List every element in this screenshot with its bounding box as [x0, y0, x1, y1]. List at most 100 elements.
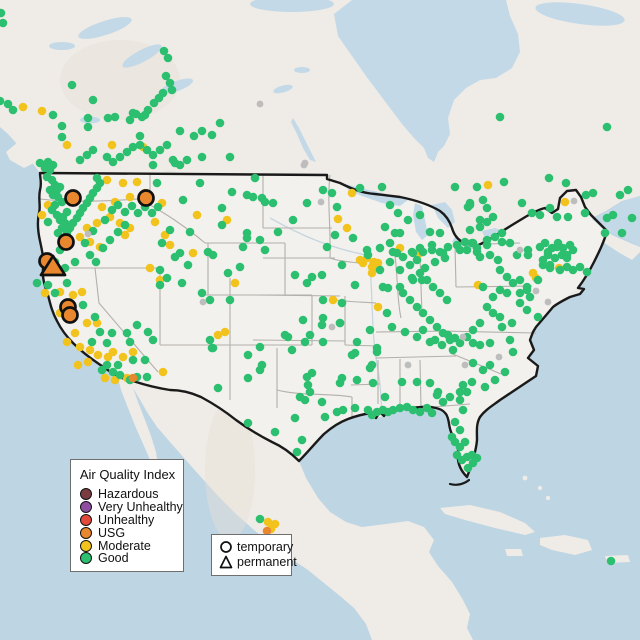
- monitor-dot-good[interactable]: [102, 338, 112, 348]
- monitor-dot-good[interactable]: [70, 257, 80, 267]
- monitor-dot-good[interactable]: [463, 463, 473, 473]
- monitor-dot-good[interactable]: [538, 260, 548, 270]
- monitor-dot-good[interactable]: [502, 272, 512, 282]
- monitor-dot-good[interactable]: [515, 298, 525, 308]
- monitor-dot-good[interactable]: [318, 185, 328, 195]
- monitor-dot-good[interactable]: [455, 425, 465, 435]
- monitor-dot-good[interactable]: [170, 252, 180, 262]
- monitor-dot-good[interactable]: [507, 318, 517, 328]
- monitor-dot-good[interactable]: [159, 46, 169, 56]
- monitor-dot-inactive[interactable]: [532, 287, 540, 295]
- monitor-dot-good[interactable]: [367, 360, 377, 370]
- monitor-dot-moderate[interactable]: [213, 330, 223, 340]
- monitor-dot-good[interactable]: [88, 145, 98, 155]
- monitor-dot-good[interactable]: [380, 392, 390, 402]
- monitor-dot-good[interactable]: [395, 265, 405, 275]
- monitor-dot-good[interactable]: [490, 232, 500, 242]
- monitor-dot-good[interactable]: [318, 313, 328, 323]
- monitor-dot-good[interactable]: [303, 380, 313, 390]
- monitor-dot-good[interactable]: [383, 283, 393, 293]
- monitor-dot-good[interactable]: [140, 110, 150, 120]
- monitor-dot-good[interactable]: [350, 280, 360, 290]
- monitor-dot-good[interactable]: [43, 217, 53, 227]
- monitor-dot-moderate[interactable]: [83, 357, 93, 367]
- monitor-dot-good[interactable]: [468, 338, 478, 348]
- monitor-dot-good[interactable]: [482, 240, 492, 250]
- monitor-dot-good[interactable]: [580, 208, 590, 218]
- monitor-dot-good[interactable]: [475, 222, 485, 232]
- monitor-dot-good[interactable]: [250, 173, 260, 183]
- monitor-dot-good[interactable]: [302, 278, 312, 288]
- monitor-dot-good[interactable]: [322, 242, 332, 252]
- monitor-dot-good[interactable]: [243, 418, 253, 428]
- monitor-dot-moderate[interactable]: [82, 318, 92, 328]
- monitor-dot-good[interactable]: [305, 387, 315, 397]
- monitor-dot-good[interactable]: [280, 330, 290, 340]
- monitor-dot-good[interactable]: [298, 315, 308, 325]
- monitor-dot-moderate[interactable]: [97, 202, 107, 212]
- monitor-dot-good[interactable]: [223, 268, 233, 278]
- monitor-dot-inactive[interactable]: [256, 100, 264, 108]
- monitor-dot-good[interactable]: [475, 340, 485, 350]
- monitor-dot-good[interactable]: [455, 387, 465, 397]
- monitor-dot-good[interactable]: [563, 212, 573, 222]
- monitor-dot-good[interactable]: [475, 215, 485, 225]
- monitor-dot-good[interactable]: [588, 188, 598, 198]
- monitor-dot-good[interactable]: [468, 325, 478, 335]
- monitor-dot-good[interactable]: [162, 273, 172, 283]
- monitor-dot-moderate[interactable]: [118, 178, 128, 188]
- monitor-dot-moderate[interactable]: [263, 517, 273, 527]
- monitor-dot-good[interactable]: [302, 198, 312, 208]
- monitor-dot-good[interactable]: [78, 300, 88, 310]
- monitor-dot-good[interactable]: [287, 345, 297, 355]
- monitor-dot-good[interactable]: [385, 257, 395, 267]
- monitor-dot-good[interactable]: [197, 126, 207, 136]
- monitor-dot-good[interactable]: [460, 437, 470, 447]
- monitor-dot-moderate[interactable]: [85, 345, 95, 355]
- monitor-dot-good[interactable]: [562, 253, 572, 263]
- monitor-dot-good[interactable]: [260, 197, 270, 207]
- monitor-dot-good[interactable]: [80, 238, 90, 248]
- monitor-dot-moderate[interactable]: [372, 258, 382, 268]
- monitor-dot-good[interactable]: [182, 155, 192, 165]
- monitor-dot-good[interactable]: [125, 337, 135, 347]
- monitor-dot-good[interactable]: [115, 370, 125, 380]
- monitor-dot-inactive[interactable]: [495, 353, 503, 361]
- monitor-dot-good[interactable]: [415, 210, 425, 220]
- monitor-dot-good[interactable]: [260, 245, 270, 255]
- monitor-dot-good[interactable]: [450, 417, 460, 427]
- monitor-dot-good[interactable]: [161, 71, 171, 81]
- monitor-dot-good[interactable]: [432, 322, 442, 332]
- monitor-dot-good[interactable]: [462, 387, 472, 397]
- monitor-dot-good[interactable]: [405, 260, 415, 270]
- monitor-dot-good[interactable]: [243, 373, 253, 383]
- monitor-dot-good[interactable]: [292, 447, 302, 457]
- monitor-dot-good[interactable]: [157, 238, 167, 248]
- monitor-dot-moderate[interactable]: [125, 192, 135, 202]
- monitor-dot-good[interactable]: [135, 131, 145, 141]
- monitor-dot-good[interactable]: [387, 322, 397, 332]
- monitor-dot-good[interactable]: [350, 348, 360, 358]
- monitor-dot-moderate[interactable]: [18, 102, 28, 112]
- monitor-dot-moderate[interactable]: [100, 373, 110, 383]
- monitor-dot-good[interactable]: [88, 95, 98, 105]
- monitor-dot-good[interactable]: [208, 343, 218, 353]
- monitor-dot-good[interactable]: [337, 298, 347, 308]
- monitor-dot-good[interactable]: [543, 250, 553, 260]
- monitor-dot-good[interactable]: [83, 122, 93, 132]
- monitor-dot-good[interactable]: [55, 182, 65, 192]
- monitor-dot-good[interactable]: [87, 337, 97, 347]
- monitor-dot-good[interactable]: [0, 96, 5, 106]
- monitor-dot-moderate[interactable]: [347, 188, 357, 198]
- monitor-dot-good[interactable]: [372, 343, 382, 353]
- monitor-dot-good[interactable]: [132, 320, 142, 330]
- monitor-dot-good[interactable]: [408, 275, 418, 285]
- monitor-dot-moderate[interactable]: [108, 347, 118, 357]
- monitor-dot-good[interactable]: [368, 378, 378, 388]
- monitor-dot-good[interactable]: [472, 243, 482, 253]
- monitor-dot-good[interactable]: [235, 262, 245, 272]
- temporary-monitor-marker[interactable]: [137, 189, 155, 207]
- monitor-dot-good[interactable]: [377, 182, 387, 192]
- monitor-dot-good[interactable]: [527, 208, 537, 218]
- monitor-dot-good[interactable]: [0, 18, 8, 28]
